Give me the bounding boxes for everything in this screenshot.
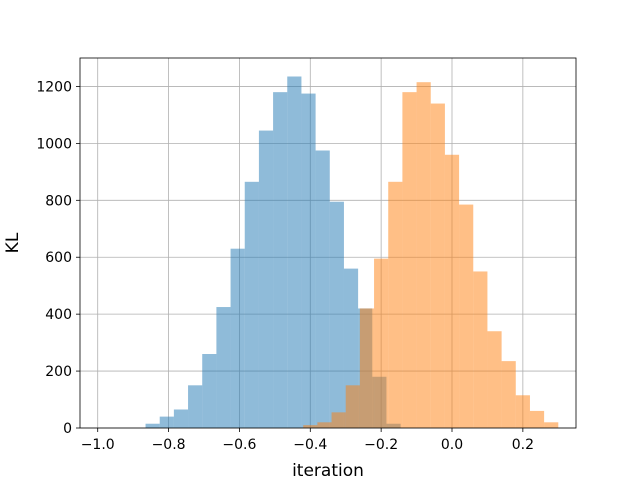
y-tick-label: 600 (45, 250, 72, 266)
x-tick-label: −0.8 (152, 437, 186, 453)
histogram-bar (244, 181, 259, 428)
histogram-bar (345, 385, 360, 428)
histogram-bar (459, 204, 474, 428)
histogram-bar (317, 422, 332, 428)
histogram-bar (402, 92, 417, 429)
histogram-bar (230, 248, 245, 428)
histogram-bar (473, 271, 488, 428)
x-tick-label: −0.2 (364, 437, 398, 453)
x-tick-label: −1.0 (81, 437, 115, 453)
histogram-bar (501, 361, 516, 428)
histogram-bar (374, 258, 389, 428)
histogram-bar (173, 409, 189, 428)
histogram-bar (388, 181, 403, 428)
histogram-bar (430, 103, 445, 429)
histogram-bar (258, 130, 274, 429)
histogram-bar (515, 395, 530, 428)
x-axis-label: iteration (292, 461, 364, 480)
histogram-bar (359, 308, 375, 428)
histogram-bar (315, 150, 330, 428)
y-tick-label: 400 (45, 307, 72, 323)
y-tick-label: 1000 (36, 136, 72, 152)
histogram-bar (544, 422, 559, 428)
y-tick-label: 0 (63, 421, 72, 437)
histogram-bar (273, 92, 288, 429)
histogram-series-2 (303, 82, 559, 429)
histogram-bar (159, 416, 174, 428)
plot-area-frame (79, 57, 577, 429)
histogram-bar (188, 385, 203, 428)
histogram-bar (303, 425, 318, 428)
x-tick-label: 0.0 (441, 437, 463, 453)
histogram-bar (487, 331, 502, 428)
histogram-bar (416, 82, 431, 428)
y-axis-label: KL (3, 232, 23, 253)
histogram-bar (301, 93, 316, 429)
histogram-bar (444, 154, 460, 428)
y-tick-label: 200 (45, 364, 72, 380)
histogram-bars (145, 76, 559, 429)
histogram-bar (331, 412, 346, 428)
y-tick-label: 1200 (36, 79, 72, 95)
histogram-bar (202, 354, 217, 428)
x-tick-label: 0.2 (512, 437, 534, 453)
histogram-bar (287, 76, 302, 428)
axis-ticks: −1.0 −0.8 −0.6 −0.4 −0.2 0.0 0.2 0 200 400 600 800 1… (36, 79, 534, 453)
y-tick-label: 800 (45, 193, 72, 209)
x-tick-label: −0.4 (293, 437, 327, 453)
x-tick-label: −0.6 (222, 437, 256, 453)
histogram-bar (329, 201, 344, 428)
histogram-bar (529, 410, 545, 428)
histogram-bar (216, 307, 231, 428)
histogram-bar (145, 423, 160, 428)
